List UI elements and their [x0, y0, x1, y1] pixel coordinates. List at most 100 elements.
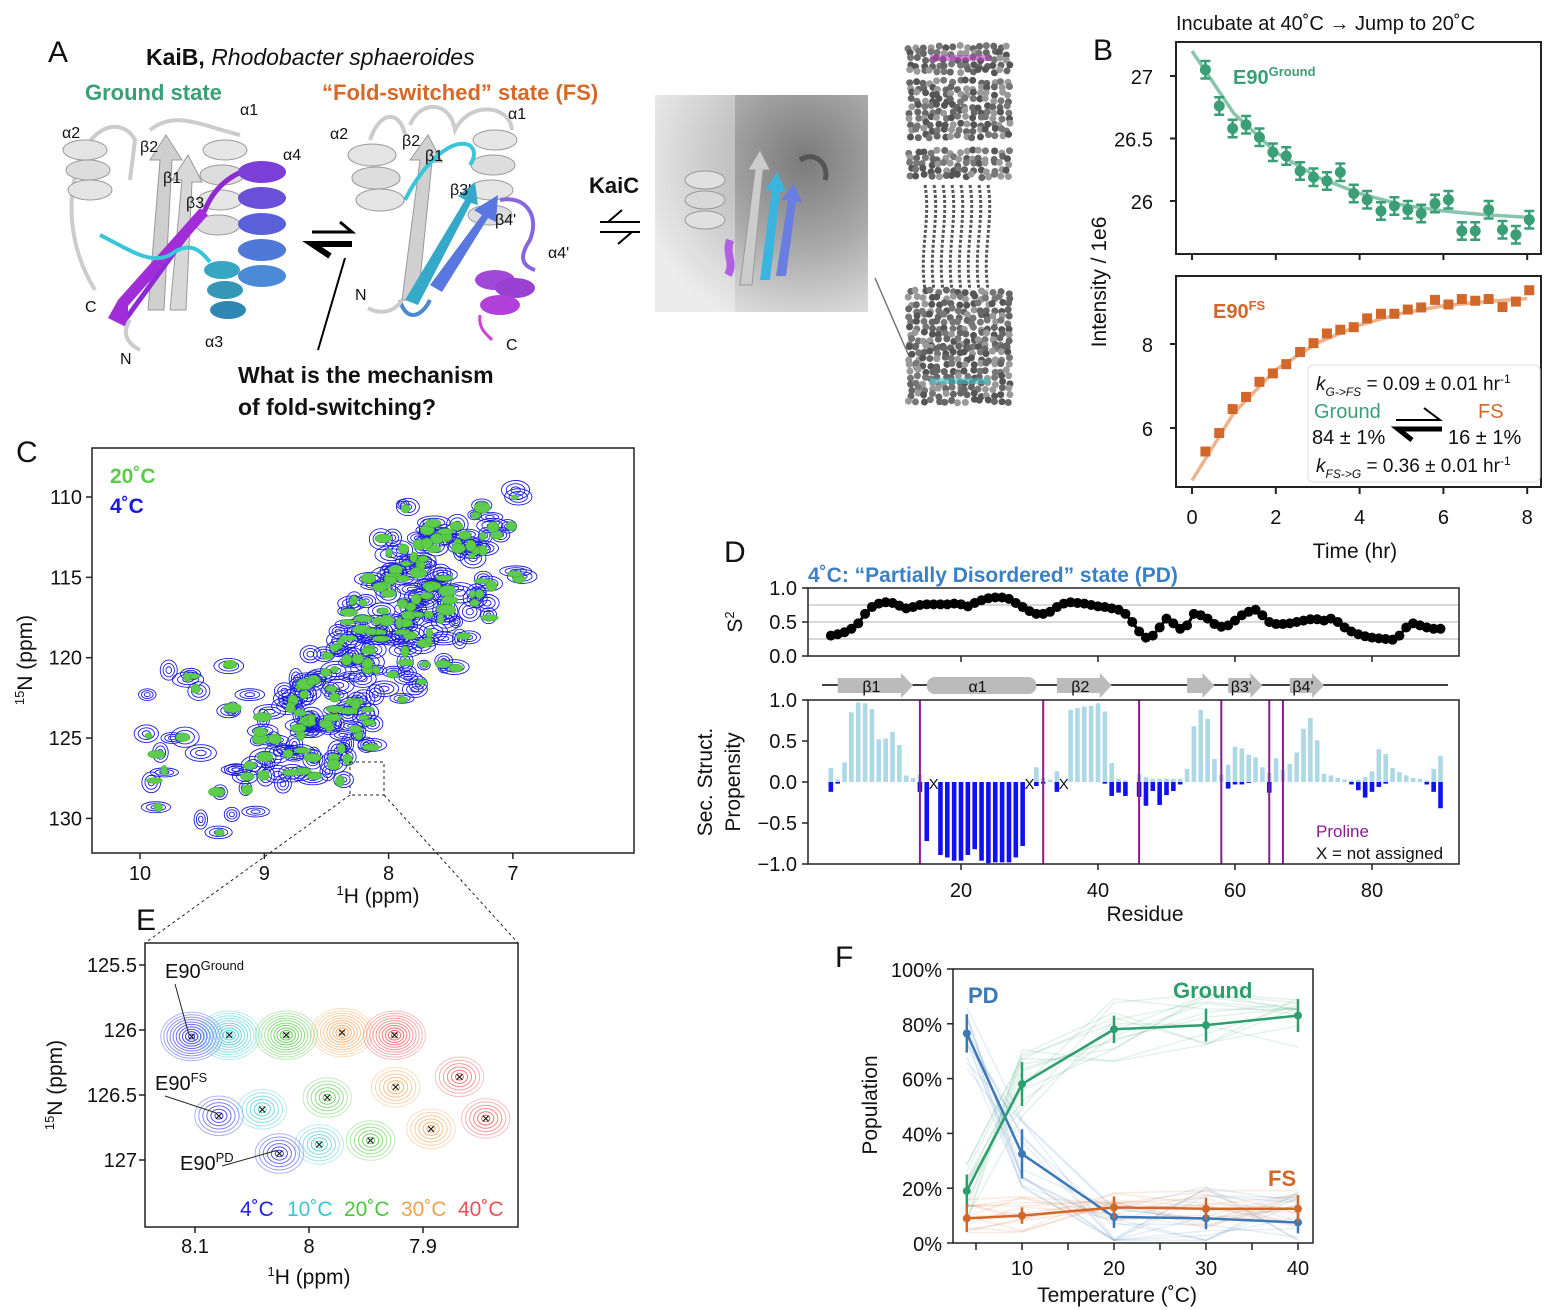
helix-bar [1102, 782, 1108, 784]
not-assigned-mark: X [1024, 776, 1034, 793]
beta-bar [1342, 779, 1347, 782]
complex-subunit [929, 324, 937, 332]
helix-bar [1109, 782, 1114, 796]
x-tick-label: 60 [1224, 880, 1246, 902]
contour-20c [412, 611, 424, 618]
complex-subunit [947, 126, 955, 134]
peak-contour [237, 1089, 287, 1130]
helix-bar [1116, 782, 1121, 793]
complex-subunit [1005, 360, 1013, 368]
complex-subunit [956, 329, 964, 337]
data-point [1524, 285, 1535, 296]
beta-bar [910, 777, 916, 782]
contour-4c [133, 724, 159, 743]
label-a4prime: α4' [548, 245, 569, 262]
peak-contour [160, 1011, 223, 1062]
y-tick-label: 0.5 [769, 731, 797, 753]
fs-state-structure [347, 104, 536, 342]
spectrum-axes: 10 9 8 7 110 115 120 125 130 [49, 487, 519, 885]
complex-subunit [963, 301, 971, 309]
complex-subunit [940, 101, 948, 109]
y-tick-label: 0% [913, 1234, 942, 1256]
data-point [1294, 1204, 1302, 1213]
plot-frame-ssp [807, 699, 1460, 865]
strand-b3prime [405, 182, 478, 305]
beta-bar [1260, 767, 1265, 782]
peak-label-main: E90 [165, 961, 201, 983]
y-axis-label: Intensity / 1e6 [1088, 217, 1111, 348]
complex-subunit [933, 366, 941, 374]
helix-bar [1362, 782, 1368, 798]
legend-temperature: 30˚C [401, 1198, 447, 1221]
contour-20c [339, 608, 358, 617]
beta-bar [1157, 778, 1162, 782]
peak-contour [279, 1029, 293, 1041]
contour-20c [437, 604, 456, 616]
contour-20c [394, 629, 411, 635]
complex-subunit [906, 172, 914, 180]
complex-subunit [940, 68, 948, 76]
beta-bar [1116, 778, 1121, 782]
complex-subunit [962, 128, 970, 136]
contour-20c [388, 564, 403, 575]
residue-trace [966, 1043, 1299, 1242]
complex-helix-bundle [921, 184, 929, 291]
peak-label: E90FS [155, 1070, 208, 1095]
complex-subunit [941, 329, 949, 337]
contour-4c [276, 777, 290, 791]
complex-subunit [967, 383, 975, 391]
series-label-fs: E90FS [1213, 298, 1266, 323]
complex-subunit [974, 299, 982, 307]
x-tick-label: 8 [383, 863, 394, 885]
data-point [1200, 446, 1211, 457]
complex-subunit [906, 121, 914, 129]
complex-subunit [1005, 312, 1013, 320]
binding-equilibrium-icon [600, 209, 640, 245]
contour-20c [436, 613, 445, 625]
complex-subunit [955, 342, 963, 350]
contour-20c [335, 775, 345, 787]
bound-kaib [930, 55, 990, 61]
contour-4c [333, 731, 353, 739]
complex-subunit [907, 54, 915, 62]
complex-subunit [992, 318, 1000, 326]
complex-subunit [928, 300, 936, 308]
contour-20c [469, 589, 476, 598]
peak-contour [454, 1073, 465, 1081]
label-b3: β3 [186, 195, 204, 212]
contour-4c [140, 801, 171, 814]
helix-bar [1356, 782, 1361, 791]
y-tick-label: 60% [902, 1070, 942, 1092]
peak-contour [210, 1108, 228, 1123]
contour-20c [507, 570, 522, 578]
label-b1: β1 [425, 148, 443, 165]
n-terminus [366, 298, 404, 314]
panel-b-title: Incubate at 40˚C → Jump to 20˚C [1176, 13, 1475, 35]
complex-subunit [1005, 147, 1013, 155]
complex-subunit [943, 335, 951, 343]
peak-contour [349, 1123, 392, 1158]
data-point [962, 1029, 971, 1038]
complex-subunit [933, 132, 941, 140]
x-tick-label: 8.1 [181, 1236, 209, 1258]
pop-ground: 84 ± 1% [1312, 427, 1385, 449]
state-ground: Ground [1314, 401, 1381, 423]
complex-subunit [960, 348, 968, 356]
series-label-main: E90 [1213, 301, 1249, 323]
helix-bar [1246, 782, 1251, 783]
complex-subunit [913, 54, 921, 62]
ground-intensity-plot: 27 26.5 26 [1114, 50, 1535, 260]
peak-marker: × [481, 1110, 490, 1127]
complex-subunit [932, 77, 940, 85]
contour-4c [312, 646, 336, 662]
contour-20c [396, 598, 409, 609]
complex-subunit [946, 95, 954, 103]
peak-marker: × [427, 1121, 436, 1138]
complex-subunit [949, 325, 957, 333]
complex-subunit [997, 348, 1005, 356]
complex-subunit [907, 94, 915, 102]
complex-subunit [926, 286, 934, 294]
data-point [1442, 194, 1454, 206]
ss-strand [1056, 673, 1112, 698]
label-b3prime: β3' [450, 182, 471, 199]
